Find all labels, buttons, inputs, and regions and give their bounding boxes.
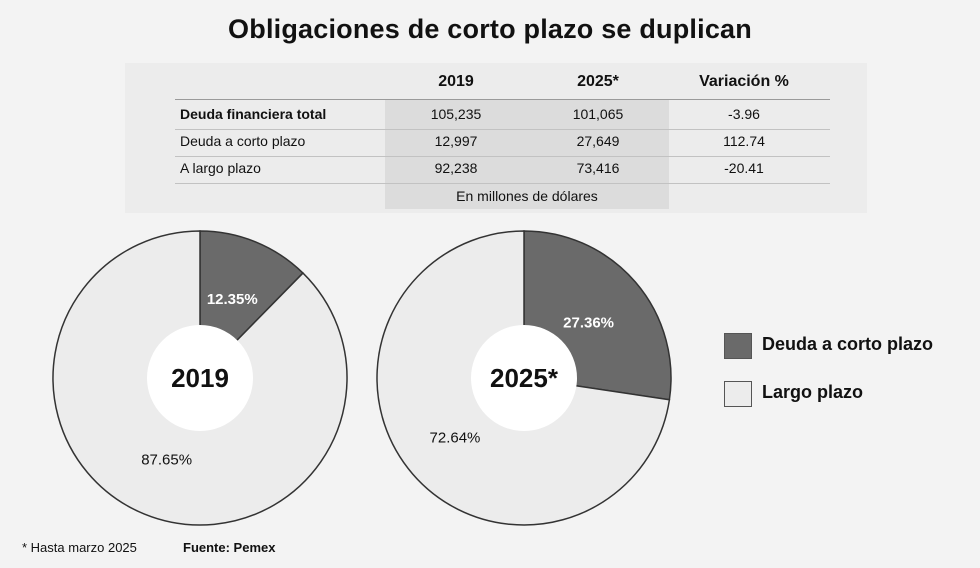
debt-table: 2019 2025* Variación % Deuda financiera … [125, 63, 867, 213]
cell-total-2019: 105,235 [430, 106, 482, 122]
column-header-2019: 2019 [438, 73, 474, 90]
source: Fuente: Pemex [183, 540, 276, 555]
table-shade-years [385, 99, 669, 209]
legend-swatch-long [724, 381, 752, 407]
pie-center-label: 2025* [490, 363, 559, 393]
row-label-total: Deuda financiera total [180, 106, 327, 122]
row-rule [175, 129, 830, 130]
row-rule [175, 183, 830, 184]
row-label-long: A largo plazo [180, 160, 261, 176]
pie-center-label: 2019 [171, 363, 229, 393]
pie-center-hole [471, 325, 577, 431]
column-header-2025: 2025* [577, 73, 619, 90]
footnote: * Hasta marzo 2025 [22, 540, 137, 555]
pie-center-hole [147, 325, 253, 431]
cell-long-var: -20.41 [724, 160, 764, 176]
cell-short-2019: 12,997 [434, 133, 478, 149]
row-label-short: Deuda a corto plazo [180, 133, 306, 149]
legend-label-long: Largo plazo [762, 382, 864, 402]
row-rule [175, 156, 830, 157]
unit-note: En millones de dólares [456, 188, 598, 204]
pie-2019: 2019 12.35% 87.65% [52, 230, 348, 526]
pie-slice-label-short: 12.35% [207, 291, 258, 308]
cell-short-2025: 27,649 [576, 133, 620, 149]
cell-total-var: -3.96 [728, 106, 760, 122]
column-header-variacion: Variación % [699, 73, 789, 90]
legend-swatch-short [724, 333, 752, 359]
pie-slice-label-long: 87.65% [141, 452, 192, 469]
table-header-rule [175, 99, 830, 100]
pie-slice-label-long: 72.64% [430, 429, 481, 446]
pie-slice-label-short: 27.36% [563, 314, 614, 331]
cell-total-2025: 101,065 [572, 106, 624, 122]
cell-long-2019: 92,238 [434, 160, 478, 176]
cell-long-2025: 73,416 [576, 160, 620, 176]
pie-2025: 2025* 27.36% 72.64% [376, 230, 672, 526]
chart-title: Obligaciones de corto plazo se duplican [228, 14, 752, 44]
cell-short-var: 112.74 [723, 133, 765, 149]
legend-label-short: Deuda a corto plazo [762, 334, 934, 354]
